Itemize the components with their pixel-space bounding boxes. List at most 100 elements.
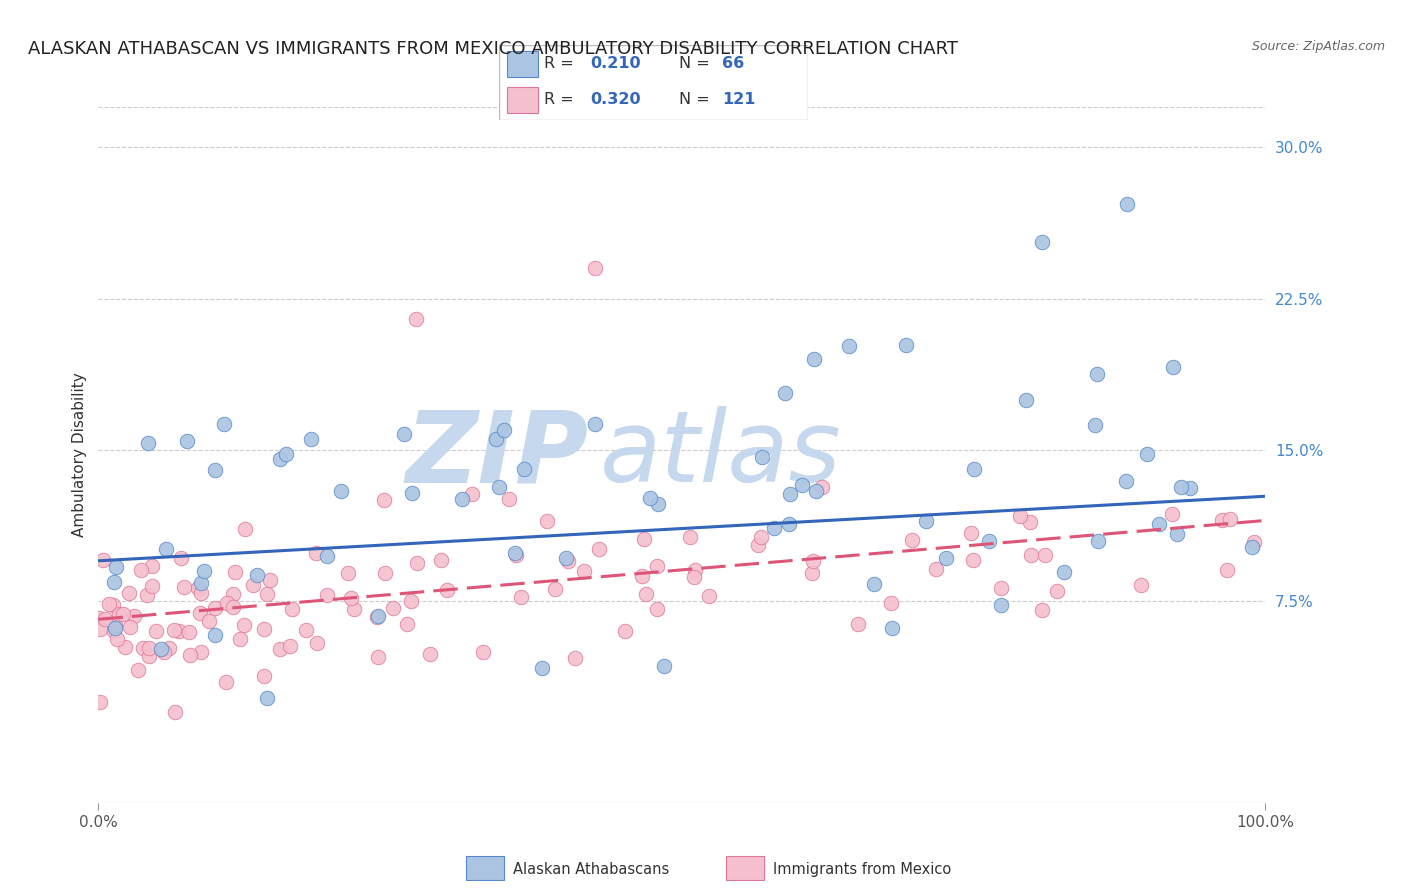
FancyBboxPatch shape (508, 52, 537, 78)
Point (204, 628, 226, 642)
Point (1166, 527, 1188, 541)
Point (636, 587, 658, 601)
Point (429, 553, 451, 567)
Point (198, 615, 221, 629)
Point (131, 563, 153, 577)
Point (679, 530, 702, 544)
Point (1115, 474, 1137, 488)
Point (1053, 566, 1076, 580)
Point (141, 559, 163, 574)
Point (647, 497, 669, 511)
Point (221, 587, 243, 601)
Point (846, 617, 869, 632)
Point (367, 609, 389, 624)
Point (801, 566, 824, 580)
Point (1046, 584, 1069, 599)
Point (460, 487, 482, 501)
Text: 66: 66 (721, 56, 744, 71)
Point (305, 546, 328, 560)
Point (374, 566, 396, 580)
Point (114, 640, 136, 654)
Point (1031, 603, 1053, 617)
Point (89, 695, 111, 709)
Point (419, 648, 441, 662)
Point (141, 579, 163, 593)
Point (204, 601, 226, 615)
Point (879, 596, 901, 610)
Point (157, 641, 180, 656)
Point (111, 607, 134, 622)
Point (880, 620, 903, 634)
Text: ALASKAN ATHABASCAN VS IMMIGRANTS FROM MEXICO AMBULATORY DISABILITY CORRELATION C: ALASKAN ATHABASCAN VS IMMIGRANTS FROM ME… (28, 40, 957, 58)
Point (278, 639, 301, 653)
Point (630, 568, 652, 582)
Point (170, 551, 193, 566)
Point (963, 462, 986, 476)
Point (505, 548, 527, 562)
Point (1135, 447, 1157, 461)
Point (395, 616, 418, 631)
Point (176, 434, 198, 449)
Point (544, 582, 567, 596)
Text: N =: N = (679, 92, 709, 107)
Point (118, 585, 141, 599)
Point (253, 669, 276, 683)
Point (1018, 515, 1040, 529)
Point (269, 452, 291, 467)
Point (588, 541, 610, 556)
Point (935, 550, 957, 565)
Point (862, 577, 884, 591)
Point (98, 597, 121, 611)
Point (1243, 535, 1265, 549)
Point (108, 607, 131, 622)
Point (256, 587, 278, 601)
Point (329, 484, 352, 499)
Point (513, 461, 536, 475)
Point (233, 522, 256, 536)
Point (217, 596, 239, 610)
Point (145, 624, 167, 639)
Point (792, 477, 814, 491)
Point (638, 491, 661, 506)
Point (316, 588, 339, 602)
Point (94, 612, 117, 626)
Y-axis label: Ambulatory Disability: Ambulatory Disability (72, 373, 87, 537)
Point (1211, 513, 1233, 527)
Point (188, 606, 211, 620)
Point (801, 554, 824, 568)
Point (1087, 533, 1109, 548)
Point (190, 645, 212, 659)
Point (177, 625, 200, 640)
Point (803, 352, 825, 367)
Point (1160, 507, 1182, 521)
Point (751, 450, 773, 465)
Point (382, 601, 405, 615)
Point (315, 549, 337, 563)
Point (901, 533, 924, 547)
Point (810, 480, 832, 494)
Point (229, 632, 252, 647)
Point (1084, 417, 1107, 432)
Point (179, 648, 201, 662)
Point (135, 588, 157, 602)
Point (89, 622, 111, 636)
Point (204, 463, 226, 477)
Text: 121: 121 (721, 92, 755, 107)
Point (510, 590, 533, 604)
Point (773, 386, 796, 401)
Point (193, 564, 215, 578)
Point (1170, 480, 1192, 494)
Point (122, 608, 145, 623)
Point (295, 623, 318, 637)
Point (498, 492, 520, 507)
Point (436, 583, 458, 598)
Point (343, 601, 366, 615)
Point (1033, 549, 1056, 563)
Text: Source: ZipAtlas.com: Source: ZipAtlas.com (1251, 40, 1385, 54)
Point (1215, 563, 1237, 577)
Point (962, 553, 984, 567)
Point (336, 566, 359, 580)
Point (105, 560, 128, 574)
Point (367, 649, 389, 664)
Text: R =: R = (544, 56, 574, 71)
